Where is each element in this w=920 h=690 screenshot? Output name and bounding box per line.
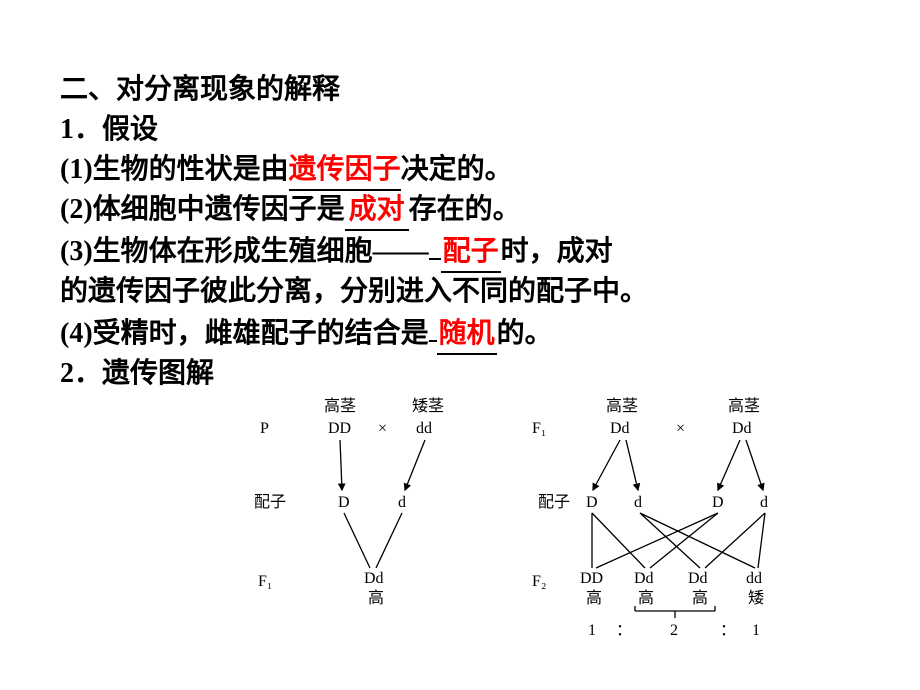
r-cross: ×: [676, 420, 685, 438]
l-p2-geno: dd: [416, 420, 432, 438]
l-g1: D: [338, 494, 350, 512]
r-g4: d: [760, 494, 768, 512]
subheading-2: 2．遗传图解: [60, 354, 860, 394]
r-o1t: 高: [586, 590, 602, 608]
p2-blank: 成对: [349, 194, 405, 225]
section-heading: 二、对分离现象的解释: [60, 70, 860, 110]
point-4: (4)受精时，雌雄配子的结合是随机的。: [60, 312, 860, 354]
r-r1: 1: [588, 622, 596, 640]
p4-blank: 随机: [439, 318, 495, 349]
r-p2-geno: Dd: [732, 420, 752, 438]
r-p1-trait: 高茎: [606, 398, 638, 416]
l-F1-geno: Dd: [364, 570, 384, 588]
point-1: (1)生物的性状是由遗传因子决定的。: [60, 150, 860, 190]
p1-blank: 遗传因子: [289, 154, 401, 185]
r-o2g: Dd: [634, 570, 654, 588]
r-F1-label: F₁: [532, 420, 546, 438]
l-p2-trait: 矮茎: [412, 398, 444, 416]
r-rc1: ：: [616, 622, 632, 640]
p1-a: (1)生物的性状是由: [60, 154, 289, 185]
l-p1-geno: DD: [328, 420, 351, 438]
p1-b: 决定的。: [401, 154, 513, 185]
r-p1-geno: Dd: [610, 420, 630, 438]
p3-blank: 配子: [443, 236, 499, 267]
diagram-lines: [260, 398, 900, 668]
point-3-line1: (3)生物体在形成生殖细胞—— 配子时，成对: [60, 230, 860, 272]
r-r3: 1: [752, 622, 760, 640]
l-p1-trait: 高茎: [324, 398, 356, 416]
r-g2: d: [634, 494, 642, 512]
subheading-1: 1．假设: [60, 110, 860, 150]
point-2: (2)体细胞中遗传因子是成对存在的。: [60, 190, 860, 230]
p2-a: (2)体细胞中遗传因子是: [60, 194, 345, 225]
l-P-label: P: [260, 420, 269, 438]
r-p2-trait: 高茎: [728, 398, 760, 416]
p3-a: (3)生物体在形成生殖细胞——: [60, 236, 429, 267]
p4-b: 的。: [497, 318, 553, 349]
r-g1: D: [586, 494, 598, 512]
r-o2t: 高: [638, 590, 654, 608]
genetic-diagram: 高茎 矮茎 P DD × dd 配子 D d F₁ Dd 高 高茎 高茎 F₁ …: [260, 398, 900, 668]
p2-b: 存在的。: [409, 194, 521, 225]
r-g3: D: [712, 494, 724, 512]
l-F1-trait: 高: [368, 590, 384, 608]
l-F1-label: F₁: [258, 573, 272, 591]
slide-page: 二、对分离现象的解释 1．假设 (1)生物的性状是由遗传因子决定的。 (2)体细…: [0, 0, 920, 668]
r-o1g: DD: [580, 570, 603, 588]
l-g2: d: [398, 494, 406, 512]
r-gamete-label: 配子: [538, 494, 570, 512]
r-o4g: dd: [746, 570, 762, 588]
r-o3t: 高: [692, 590, 708, 608]
l-gamete-label: 配子: [254, 494, 286, 512]
p4-a: (4)受精时，雌雄配子的结合是: [60, 318, 429, 349]
point-3-line2: 的遗传因子彼此分离，分别进入不同的配子中。: [60, 272, 860, 312]
r-o4t: 矮: [748, 590, 764, 608]
r-r2: 2: [670, 622, 678, 640]
r-o3g: Dd: [688, 570, 708, 588]
r-rc2: ：: [720, 622, 736, 640]
r-F2-label: F₂: [532, 573, 546, 591]
l-cross: ×: [378, 420, 387, 438]
p3-b: 时，成对: [501, 236, 613, 267]
